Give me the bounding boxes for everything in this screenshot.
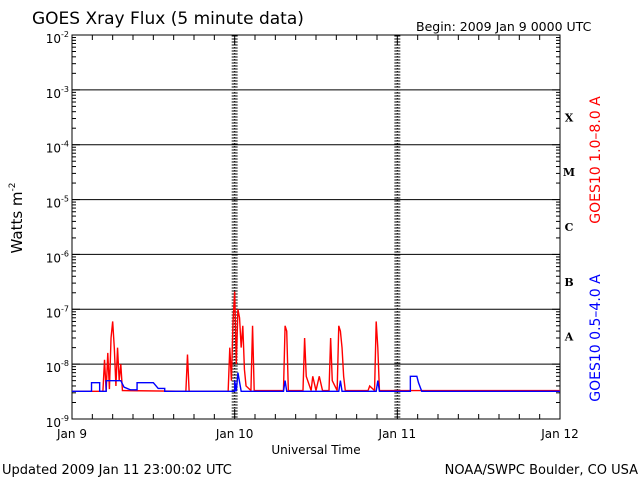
flare-class-x: X xyxy=(565,111,574,124)
y-axis-label: Watts m-2 xyxy=(8,182,26,253)
y-tick-label: 10-8 xyxy=(46,359,69,375)
y-tick-label: 10-7 xyxy=(46,304,69,320)
flare-class-m: M xyxy=(563,166,575,179)
x-tick-label: Jan 9 xyxy=(56,427,87,441)
series-line-short xyxy=(72,372,560,392)
y-tick-label: 10-4 xyxy=(46,140,69,156)
begin-label: Begin: 2009 Jan 9 0000 UTC xyxy=(416,19,592,34)
y-tick-label: 10-9 xyxy=(46,414,69,430)
x-tick-label: Jan 10 xyxy=(215,427,254,441)
y-tick-label: 10-6 xyxy=(46,249,69,265)
y-tick-label: 10-2 xyxy=(46,30,69,46)
footer-credit: NOAA/SWPC Boulder, CO USA xyxy=(445,463,638,478)
footer-updated: Updated 2009 Jan 11 23:00:02 UTC xyxy=(2,463,232,478)
x-tick-label: Jan 11 xyxy=(378,427,417,441)
x-tick-label: Jan 12 xyxy=(540,427,579,441)
series-line-long xyxy=(72,291,560,393)
y-tick-label: 10-3 xyxy=(46,85,69,101)
y-tick-label: 10-5 xyxy=(46,195,69,211)
flare-class-b: B xyxy=(564,276,573,289)
x-axis-label: Universal Time xyxy=(271,443,360,457)
flare-class-a: A xyxy=(564,331,574,344)
series-label-short: GOES10 0.5–4.0 A xyxy=(588,274,604,402)
series-label-long: GOES10 1.0–8.0 A xyxy=(588,96,604,224)
flare-class-c: C xyxy=(565,221,574,234)
chart-title: GOES Xray Flux (5 minute data) xyxy=(32,9,304,29)
